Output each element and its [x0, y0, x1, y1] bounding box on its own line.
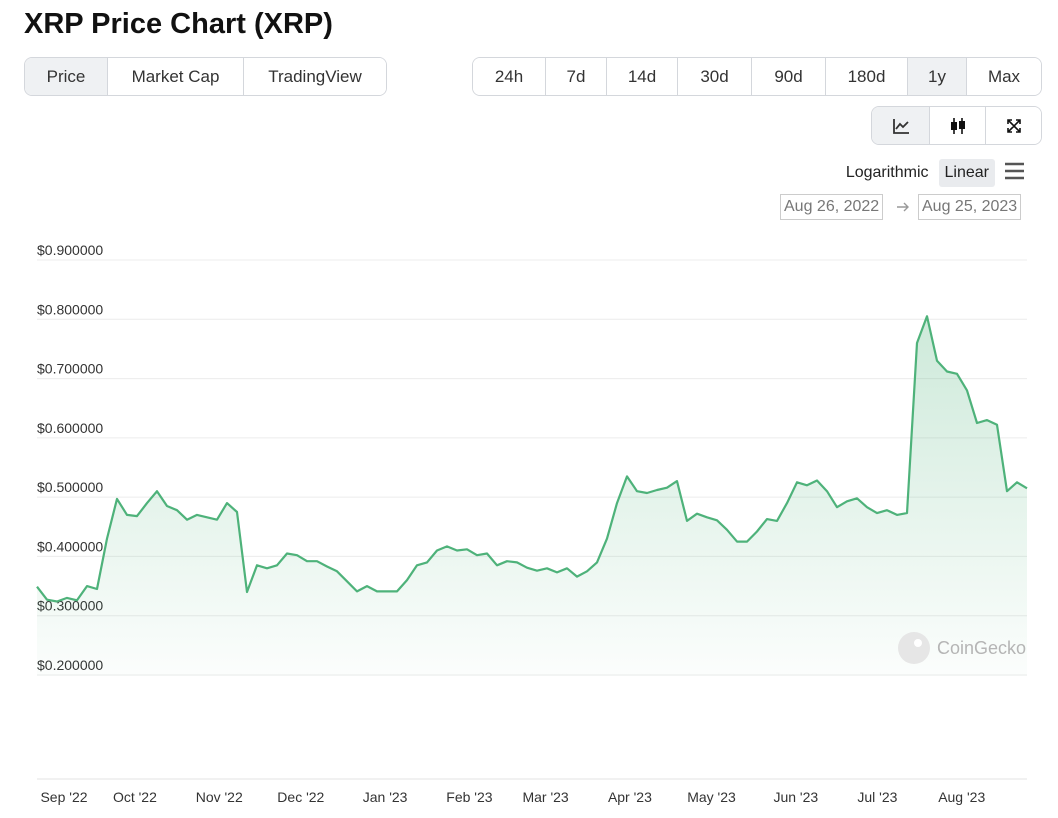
x-tick-label: Sep '22 — [40, 789, 87, 805]
x-tick-label: Jun '23 — [773, 789, 818, 805]
scale-options: Logarithmic Linear — [836, 158, 995, 187]
watermark: CoinGecko — [898, 632, 1026, 664]
tab-button[interactable]: 180d — [826, 58, 908, 95]
tab-button[interactable]: Max — [967, 58, 1041, 95]
candlestick-button[interactable] — [930, 107, 986, 144]
watermark-text: CoinGecko — [937, 638, 1026, 658]
line-icon — [892, 118, 909, 134]
date-to[interactable]: Aug 25, 2023 — [918, 194, 1022, 220]
tab-button[interactable]: 1y — [908, 58, 967, 95]
expand-icon — [1006, 118, 1021, 133]
tab-button[interactable]: 14d — [607, 58, 678, 95]
x-tick-label: Nov '22 — [196, 789, 243, 805]
x-tick-label: Mar '23 — [522, 789, 568, 805]
y-tick-label: $0.800000 — [37, 301, 103, 317]
price-area — [37, 316, 1027, 676]
price-line — [36, 315, 1028, 603]
scale-option[interactable]: Linear — [938, 158, 995, 187]
tab-button[interactable]: 7d — [546, 58, 607, 95]
range-tabs: 24h 7d 14d 30d 90d 180d 1y Max — [472, 57, 1042, 96]
x-tick-label: Feb '23 — [446, 789, 492, 805]
x-tick-label: Jan '23 — [363, 789, 408, 805]
tab-button[interactable]: 90d — [752, 58, 826, 95]
x-tick-label: Apr '23 — [608, 789, 652, 805]
tab-button[interactable]: 30d — [678, 58, 752, 95]
watermark-logo — [898, 632, 930, 664]
y-tick-label: $0.900000 — [37, 242, 103, 258]
tab-button[interactable]: 24h — [473, 58, 546, 95]
fullscreen-button[interactable] — [986, 107, 1041, 144]
line-chart-button[interactable] — [872, 107, 930, 144]
candle-icon — [950, 117, 965, 134]
x-tick-label: Dec '22 — [277, 789, 324, 805]
chart-style-tabs — [871, 106, 1042, 145]
arrow-icon — [897, 202, 909, 212]
date-from[interactable]: Aug 26, 2022 — [780, 194, 884, 220]
y-tick-label: $0.500000 — [37, 479, 103, 495]
scale-option[interactable]: Logarithmic — [845, 163, 929, 181]
y-tick-label: $0.600000 — [37, 420, 103, 436]
tab-button[interactable]: TradingView — [244, 58, 386, 95]
menu-icon[interactable] — [1004, 162, 1025, 180]
tab-button[interactable]: Market Cap — [108, 58, 244, 95]
price-chart: $0.200000$0.300000$0.400000$0.500000$0.6… — [36, 242, 1028, 805]
x-tick-label: Oct '22 — [113, 789, 157, 805]
x-tick-label: May '23 — [687, 789, 736, 805]
watermark-logo-eye — [914, 639, 922, 647]
view-tabs: Price Market Cap TradingView — [24, 57, 387, 96]
tab-button[interactable]: Price — [25, 58, 108, 95]
y-tick-label: $0.400000 — [37, 538, 103, 554]
page-title: XRP Price Chart (XRP) — [24, 8, 333, 40]
x-tick-label: Jul '23 — [857, 789, 897, 805]
x-tick-label: Aug '23 — [938, 789, 985, 805]
y-tick-label: $0.700000 — [37, 361, 103, 377]
